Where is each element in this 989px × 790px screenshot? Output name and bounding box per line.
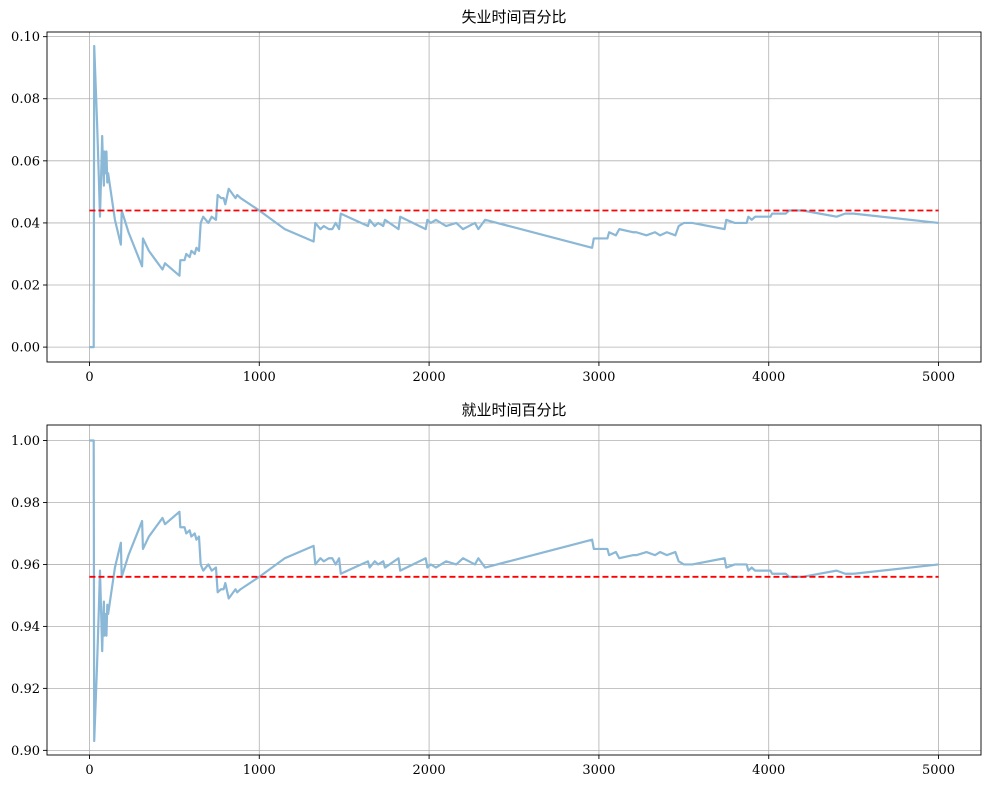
y-tick-label: 0.02 [11,279,40,294]
y-tick-label: 0.10 [11,30,40,45]
y-tick-label: 0.94 [11,620,40,635]
y-tick-label: 0.92 [11,682,40,697]
x-tick-label: 4000 [752,763,785,778]
y-tick-label: 0.90 [11,744,40,759]
x-tick-label: 5000 [922,370,955,385]
y-tick-label: 0.06 [11,154,40,169]
x-tick-label: 4000 [752,370,785,385]
series-line [89,44,939,349]
x-tick-label: 3000 [582,763,615,778]
x-tick-label: 1000 [243,763,276,778]
y-tick-label: 1.00 [11,434,40,449]
x-tick-label: 0 [85,763,93,778]
chart-title: 就业时间百分比 [461,401,566,419]
y-tick-label: 0.00 [11,341,40,356]
y-tick-label: 0.98 [11,496,40,511]
x-tick-label: 0 [85,370,93,385]
x-tick-label: 3000 [582,370,615,385]
x-tick-label: 1000 [243,370,276,385]
unemployment-chart-panel: 0 1000 2000 3000 4000 5000 0.00 0.02 0.04 0.06 0.0… [11,8,982,385]
series-line [89,439,939,743]
axes-frame [46,31,982,363]
y-tick-label: 0.08 [11,92,40,107]
x-tick-label: 2000 [413,763,446,778]
x-tick-label: 5000 [922,763,955,778]
employment-chart-panel: 0 1000 2000 3000 4000 5000 0.90 0.92 0.94 0.96 0.9… [11,401,982,778]
x-tick-label: 2000 [413,370,446,385]
axes-frame [46,424,982,756]
y-tick-label: 0.04 [11,216,40,231]
chart-title: 失业时间百分比 [461,8,566,26]
y-tick-label: 0.96 [11,558,40,573]
